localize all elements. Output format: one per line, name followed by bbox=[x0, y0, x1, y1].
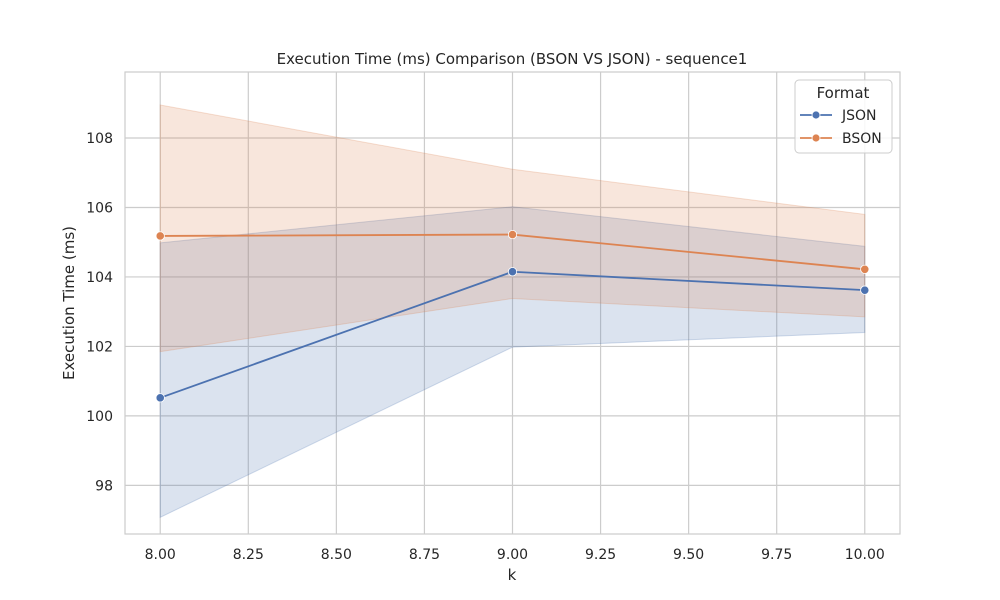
x-axis-label: k bbox=[508, 566, 517, 584]
y-tick-labels: 98 100 102 104 106 108 bbox=[86, 131, 113, 494]
legend-label-json: JSON bbox=[841, 108, 877, 124]
y-tick-label: 98 bbox=[95, 478, 113, 494]
data-point-bson bbox=[860, 264, 870, 274]
data-point-json bbox=[860, 285, 870, 295]
chart-title: Execution Time (ms) Comparison (BSON VS … bbox=[277, 50, 748, 68]
x-tick-label: 9.75 bbox=[761, 547, 792, 563]
legend-title: Format bbox=[817, 84, 870, 102]
confidence-band-json bbox=[159, 206, 866, 519]
legend: Format JSON BSON bbox=[794, 79, 893, 154]
y-tick-label: 108 bbox=[86, 131, 113, 147]
x-tick-label: 8.50 bbox=[321, 547, 352, 563]
y-tick-label: 104 bbox=[86, 270, 113, 286]
x-tick-label: 9.00 bbox=[497, 547, 528, 563]
y-tick-label: 100 bbox=[86, 409, 113, 425]
y-tick-label: 102 bbox=[86, 339, 113, 355]
y-tick-label: 106 bbox=[86, 200, 113, 216]
data-point-bson bbox=[507, 229, 518, 240]
legend-marker-bson bbox=[811, 133, 821, 143]
legend-box bbox=[794, 79, 893, 154]
legend-item-json: JSON bbox=[800, 108, 877, 124]
confidence-band-bson bbox=[159, 104, 866, 353]
x-tick-label: 9.50 bbox=[673, 547, 704, 563]
y-axis-label: Execution Time (ms) bbox=[60, 226, 78, 380]
series-points bbox=[155, 229, 870, 403]
x-tick-label: 10.00 bbox=[845, 547, 885, 563]
confidence-bands bbox=[159, 104, 866, 519]
x-tick-label: 9.25 bbox=[585, 547, 616, 563]
legend-label-bson: BSON bbox=[842, 131, 882, 147]
x-tick-label: 8.75 bbox=[409, 547, 440, 563]
legend-item-bson: BSON bbox=[800, 131, 882, 147]
legend-marker-json bbox=[811, 110, 821, 120]
data-point-bson bbox=[155, 231, 165, 241]
x-tick-label: 8.25 bbox=[233, 547, 264, 563]
data-point-json bbox=[155, 393, 165, 403]
x-tick-label: 8.00 bbox=[145, 547, 176, 563]
data-point-json bbox=[507, 267, 518, 277]
x-tick-labels: 8.00 8.25 8.50 8.75 9.00 9.25 9.50 9.75 10.00 bbox=[145, 547, 885, 563]
